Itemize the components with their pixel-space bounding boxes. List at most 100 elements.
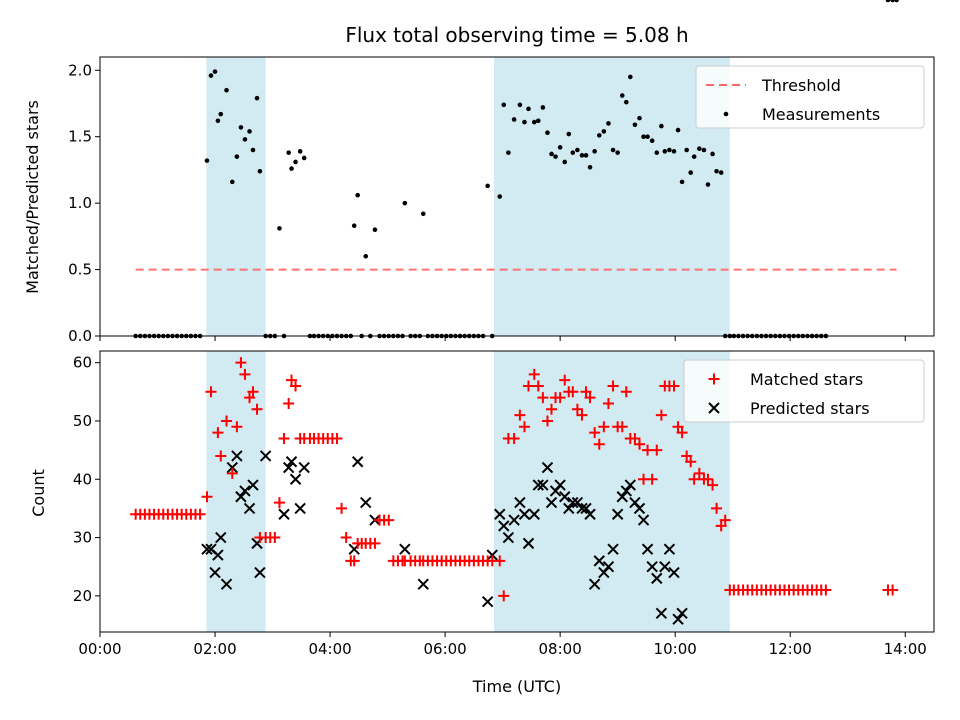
measurement-point xyxy=(212,69,218,74)
measurement-point xyxy=(637,115,642,121)
measurement-point xyxy=(619,93,625,98)
matched-star-marker xyxy=(532,380,544,392)
predicted-star-marker xyxy=(518,508,531,520)
measurement-point xyxy=(372,227,378,233)
predicted-star-marker xyxy=(486,549,498,561)
matched-star-marker xyxy=(584,392,596,404)
predicted-star-marker xyxy=(545,496,558,509)
predicted-star-marker xyxy=(611,508,624,520)
count-y-tick-label: 60 xyxy=(73,354,92,372)
predicted-star-marker xyxy=(659,560,671,573)
measurement-point xyxy=(587,164,593,170)
predicted-star-marker xyxy=(676,607,688,620)
measurement-point xyxy=(718,170,724,175)
predicted-star-marker xyxy=(588,578,601,590)
matched-star-marker xyxy=(580,386,592,398)
predicted-star-marker xyxy=(616,491,628,503)
measurement-point xyxy=(575,147,580,153)
matched-star-marker xyxy=(194,508,206,520)
measurement-point xyxy=(293,159,298,165)
measurement-point xyxy=(894,0,899,3)
measurement-point xyxy=(402,200,408,206)
predicted-star-marker xyxy=(637,514,650,526)
predicted-star-marker xyxy=(663,543,676,555)
measurement-point xyxy=(204,158,210,163)
matched-star-marker xyxy=(369,537,381,549)
count-legend-box xyxy=(683,359,925,423)
matched-star-marker xyxy=(498,590,510,602)
predicted-star-marker xyxy=(494,508,506,520)
matched-star-marker xyxy=(251,403,263,415)
measurement-point xyxy=(242,137,248,142)
predicted-star-marker xyxy=(580,502,592,515)
count-axes-frame xyxy=(99,350,935,633)
predicted-star-marker xyxy=(231,450,243,462)
predicted-star-marker xyxy=(209,566,221,579)
legend-threshold-label: Threshold xyxy=(761,76,841,95)
ratio-y-tick-label: 1.0 xyxy=(68,194,92,212)
predicted-star-marker xyxy=(294,502,306,515)
measurement-point xyxy=(247,129,252,134)
matched-star-marker xyxy=(340,532,352,544)
ratio-shaded-interval xyxy=(206,57,266,336)
matched-star-marker xyxy=(231,421,243,433)
measurement-point xyxy=(623,99,629,105)
matched-star-marker xyxy=(494,555,506,567)
measurement-point xyxy=(606,121,611,126)
count-y-tick-label: 20 xyxy=(73,587,92,605)
measurement-point xyxy=(662,149,668,154)
measurement-point xyxy=(710,151,715,157)
matched-star-marker xyxy=(567,386,579,398)
matched-star-marker xyxy=(559,374,571,386)
predicted-star-marker xyxy=(541,461,554,474)
measurement-point xyxy=(596,133,602,138)
matched-star-marker xyxy=(201,491,213,503)
matched-star-marker xyxy=(278,432,290,444)
matched-star-marker xyxy=(655,409,667,421)
matched-star-marker xyxy=(685,456,697,468)
predicted-star-marker xyxy=(502,531,515,544)
x-tick-label: 10:00 xyxy=(654,640,697,658)
matched-star-marker xyxy=(642,444,654,456)
ratio-shaded-interval xyxy=(493,57,730,336)
predicted-star-marker xyxy=(532,479,544,491)
predicted-star-marker xyxy=(235,491,247,503)
measurement-point xyxy=(675,127,681,133)
predicted-star-marker xyxy=(220,578,233,590)
measurement-point xyxy=(540,105,546,110)
matched-star-marker xyxy=(715,520,727,532)
measurement-point xyxy=(511,117,517,122)
measurement-point xyxy=(351,223,357,229)
predicted-star-marker xyxy=(641,543,654,555)
measurement-point xyxy=(890,0,895,3)
legend-predicted-label: Predicted stars xyxy=(750,399,870,418)
count-y-tick-label: 40 xyxy=(73,470,92,488)
measurement-point xyxy=(557,145,563,150)
matched-star-marker xyxy=(576,409,588,421)
legend-predicted-swatch xyxy=(708,402,720,414)
predicted-star-marker xyxy=(620,485,632,497)
matched-star-marker xyxy=(887,584,899,596)
predicted-star-marker xyxy=(481,595,494,608)
measurement-point xyxy=(705,182,711,187)
matched-star-marker xyxy=(554,392,566,404)
matched-star-marker xyxy=(286,374,298,386)
predicted-star-marker xyxy=(508,514,520,526)
matched-star-marker xyxy=(693,467,705,479)
matched-star-marker xyxy=(383,514,395,526)
predicted-star-marker xyxy=(247,479,259,491)
predicted-star-marker xyxy=(655,607,668,620)
x-tick-label: 06:00 xyxy=(423,640,466,658)
measurement-point xyxy=(297,149,303,154)
predicted-star-marker xyxy=(537,479,549,491)
measurement-point xyxy=(257,168,263,174)
legend-measurements-label: Measurements xyxy=(762,105,880,124)
x-tick-label: 04:00 xyxy=(308,640,351,658)
matched-star-marker xyxy=(331,432,343,444)
matched-star-marker xyxy=(290,380,302,392)
matched-star-marker xyxy=(546,403,558,415)
measurement-point xyxy=(610,147,616,153)
predicted-star-marker xyxy=(278,508,290,520)
measurement-point xyxy=(701,147,707,153)
measurement-point xyxy=(684,147,689,153)
